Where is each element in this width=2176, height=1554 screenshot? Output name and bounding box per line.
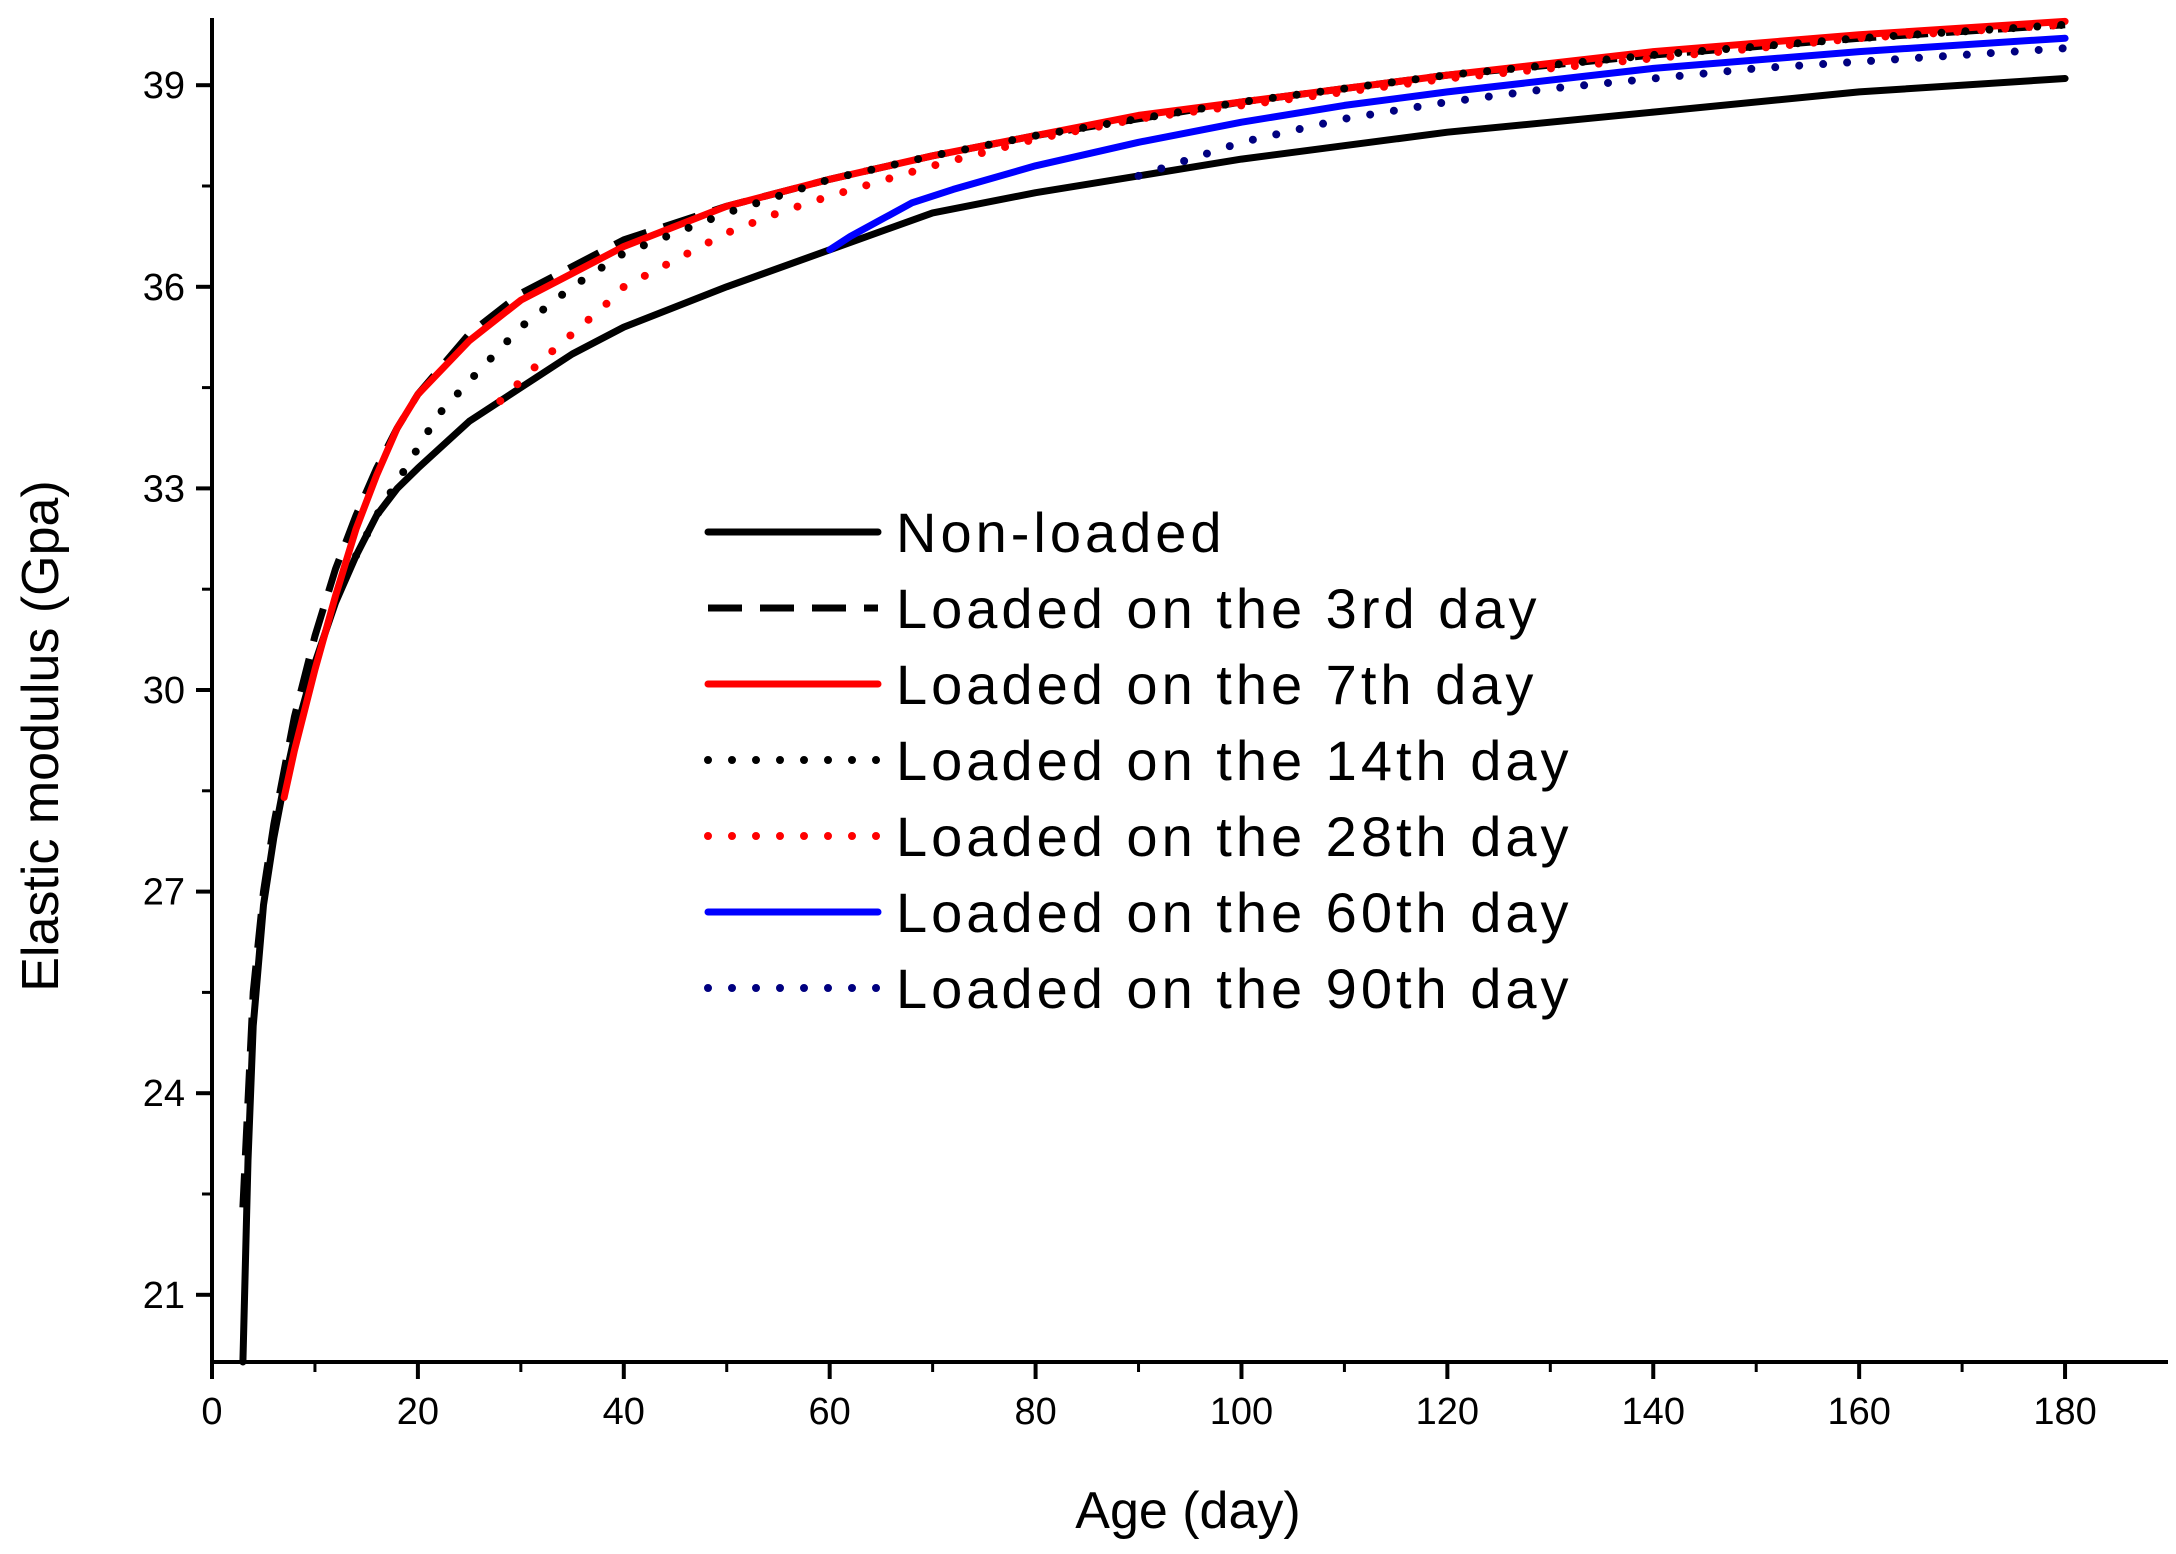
x-tick-label: 160 [1827, 1391, 1890, 1433]
x-tick-label: 60 [809, 1391, 851, 1433]
x-tick-label: 140 [1622, 1391, 1685, 1433]
x-tick-label: 120 [1416, 1391, 1479, 1433]
y-tick-label: 27 [143, 872, 185, 914]
legend-label-loaded-on-the-60th-day: Loaded on the 60th day [896, 881, 1573, 944]
series-lines [239, 17, 2070, 1366]
x-tick-label: 180 [2033, 1391, 2096, 1433]
x-tick-label: 40 [603, 1391, 645, 1433]
y-tick-label: 24 [143, 1073, 185, 1115]
legend-label-loaded-on-the-3rd-day: Loaded on the 3rd day [896, 577, 1540, 640]
series-line-loaded-on-the-60th-day [826, 34, 2069, 254]
legend-label-loaded-on-the-28th-day: Loaded on the 28th day [896, 805, 1573, 868]
legend-label-loaded-on-the-90th-day: Loaded on the 90th day [896, 957, 1573, 1020]
legend-label-loaded-on-the-7th-day: Loaded on the 7th day [896, 653, 1537, 716]
series-line-loaded-on-the-28th-day [496, 20, 2070, 405]
legend: Non-loaded Loaded on the 3rd day Loaded on… [704, 501, 1573, 1020]
series-line-loaded-on-the-90th-day [1134, 44, 2070, 180]
y-tick-label: 33 [143, 468, 185, 510]
legend-label-non-loaded: Non-loaded [896, 501, 1226, 564]
legend-label-loaded-on-the-14th-day: Loaded on the 14th day [896, 729, 1573, 792]
series-line-non-loaded [239, 75, 2069, 1366]
y-tick-label: 30 [143, 670, 185, 712]
y-tick-label: 39 [143, 65, 185, 107]
y-axis-title: Elastic modulus (Gpa) [12, 480, 70, 992]
x-tick-label: 100 [1210, 1391, 1273, 1433]
ticks: 0 20 40 60 80 100 120 140 160 180 21 24 27 30 33 36 39 [143, 65, 2097, 1433]
y-tick-label: 36 [143, 267, 185, 309]
x-tick-label: 80 [1014, 1391, 1056, 1433]
x-tick-label: 0 [201, 1391, 222, 1433]
x-axis-title: Age (day) [1075, 1482, 1300, 1540]
x-tick-label: 20 [397, 1391, 439, 1433]
y-tick-label: 21 [143, 1275, 185, 1317]
